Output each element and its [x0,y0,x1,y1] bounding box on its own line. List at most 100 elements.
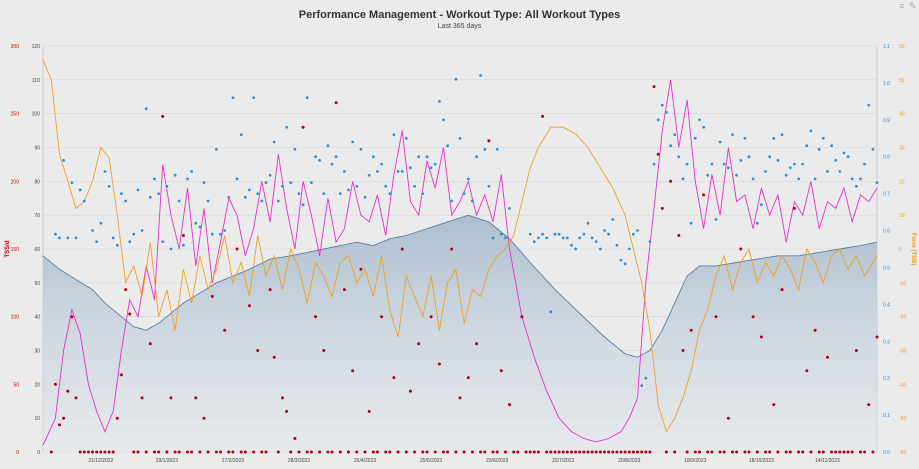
tss-point [301,125,305,129]
if-point [821,136,825,140]
tss-point [454,450,458,454]
if-point [582,232,586,236]
if-point [652,162,656,166]
tss-point [698,450,701,454]
tss-point [854,349,858,352]
tss-tick-label: 300 [11,44,20,50]
if-point [495,147,499,151]
if-point [669,144,672,148]
tss-point [338,450,342,454]
tss-point [99,450,103,454]
if-tick-label: 0.7 [883,192,890,198]
x-tick-label: 25/5/2023 [420,458,442,464]
if-point [82,199,86,203]
if-point [351,140,355,144]
if-point [380,162,383,166]
if-point [855,184,858,188]
tss-point [499,369,503,373]
if-point [590,236,594,240]
tss-point [165,450,169,454]
if-point [722,162,726,166]
if-point [215,147,218,151]
tss-point [62,416,66,420]
tss-point [194,396,198,400]
if-point [772,136,776,140]
x-tick-label: 14/11/2023 [815,458,840,464]
tss-point [421,450,425,454]
fitness-line [42,214,878,358]
if-point [177,199,181,203]
x-tick-label: 31/12/2022 [88,458,113,464]
if-point [347,188,350,192]
tss-point [656,152,660,156]
tss-tick-label: 250 [11,112,20,118]
if-point [305,96,309,100]
if-point [359,147,363,151]
if-point [553,232,557,236]
if-point [545,236,549,240]
if-point [190,170,194,173]
form-tick-label: -50 [899,416,906,422]
form-tick-label: 60 [899,44,905,50]
if-point [850,177,854,181]
tss-point [363,450,367,454]
if-point [735,173,738,177]
if-point [867,103,871,107]
fatigue-line [42,79,878,446]
tss-point [227,450,231,454]
y-axis-label-form: Form (TSB) [910,233,916,266]
if-point [640,384,644,387]
tss-point [202,416,206,420]
tss-tick-label: 0 [16,450,19,456]
if-point [371,155,375,159]
if-point [797,177,800,181]
x-tick-label: 26/4/2023 [354,458,376,464]
tss-point [247,304,251,308]
tss-point [875,335,879,339]
form-line [42,59,878,433]
if-point [281,184,284,188]
menu-icon[interactable]: ≡ [899,1,905,11]
tss-point [792,206,796,210]
if-point [611,218,615,221]
tss-point [747,450,751,454]
if-point [293,147,297,151]
if-point [376,170,379,173]
if-point [739,159,743,162]
tss-point [830,450,834,454]
tss-tick-label: 50 [13,382,19,388]
if-point [632,232,635,236]
tss-point [557,450,561,454]
tss-point [788,450,792,454]
tss-point [136,450,140,454]
tss-point [491,450,495,454]
tss-tick-label: 200 [11,179,20,185]
tss-point [260,450,264,454]
tss-point [107,450,111,454]
if-tick-label: 0.0 [883,450,890,456]
tss-point [549,450,553,454]
tss-point [128,312,132,316]
tss-point [425,450,429,454]
tss-point [636,450,639,454]
tss-point [231,450,235,454]
tss-point [252,450,256,454]
tss-point [859,450,862,454]
edit-icon[interactable]: ✎ [909,1,917,11]
if-point [322,192,326,196]
tss-point [466,376,470,380]
if-point [859,177,862,181]
tss-point [623,450,627,454]
tss-point [520,315,524,319]
if-point [809,129,813,133]
tss-point [235,247,239,251]
if-point [334,155,338,159]
if-point [124,199,127,203]
tss-point [619,450,623,454]
tss-point [809,450,813,454]
if-point [314,155,317,159]
tss-point [409,389,412,393]
if-point [289,181,293,185]
form-tick-label: 10 [899,213,905,219]
